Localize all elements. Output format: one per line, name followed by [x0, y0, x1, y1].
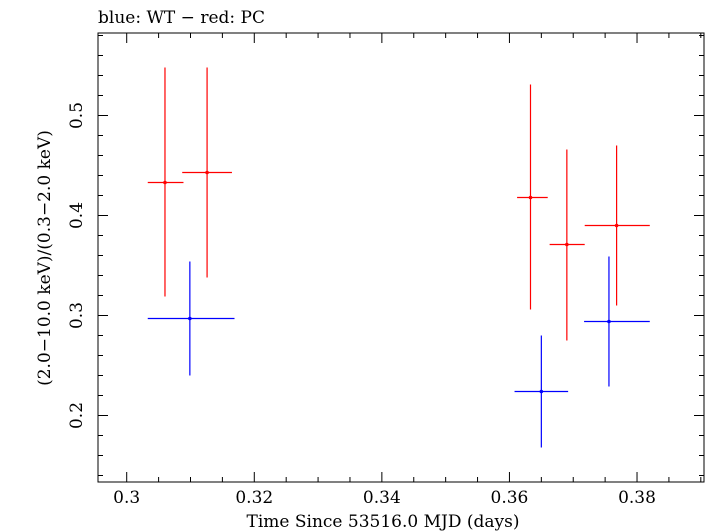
- y-tick-label: 0.2: [67, 402, 87, 429]
- y-axis-label: (2.0−10.0 keV)/(0.3−2.0 keV): [35, 130, 55, 386]
- data-point: [584, 145, 650, 306]
- point-marker: [188, 316, 192, 321]
- data-point: [584, 256, 650, 387]
- x-tick-label: 0.34: [363, 488, 401, 508]
- point-marker: [205, 170, 209, 175]
- y-tick-label: 0.4: [67, 202, 87, 229]
- data-point: [182, 67, 232, 278]
- data-point: [514, 335, 569, 448]
- x-tick-label: 0.32: [235, 488, 273, 508]
- y-tick-label: 0.3: [67, 302, 87, 329]
- point-marker: [539, 389, 544, 394]
- x-tick-label: 0.3: [113, 488, 140, 508]
- x-axis-label: Time Since 53516.0 MJD (days): [247, 512, 520, 532]
- axis-ticks: [98, 33, 704, 482]
- data-point: [549, 149, 585, 341]
- x-tick-label: 0.38: [618, 488, 656, 508]
- axis-tick-labels: 0.3 0.32 0.34 0.36 0.38 0.2 0.3 0.4 0.5: [67, 102, 656, 508]
- point-marker: [565, 242, 569, 247]
- data-point: [147, 67, 184, 297]
- data-point: [147, 261, 235, 376]
- plot-frame: [97, 32, 705, 483]
- series-0: [147, 67, 650, 341]
- data-point: [517, 84, 548, 310]
- series-1: [147, 256, 650, 448]
- point-marker: [163, 180, 167, 185]
- y-tick-label: 0.5: [67, 102, 87, 129]
- point-marker: [614, 223, 619, 228]
- point-marker: [607, 319, 611, 324]
- point-marker: [528, 195, 533, 200]
- x-tick-label: 0.36: [491, 488, 529, 508]
- chart-title: blue: WT − red: PC: [98, 8, 265, 28]
- data-series: [147, 67, 650, 448]
